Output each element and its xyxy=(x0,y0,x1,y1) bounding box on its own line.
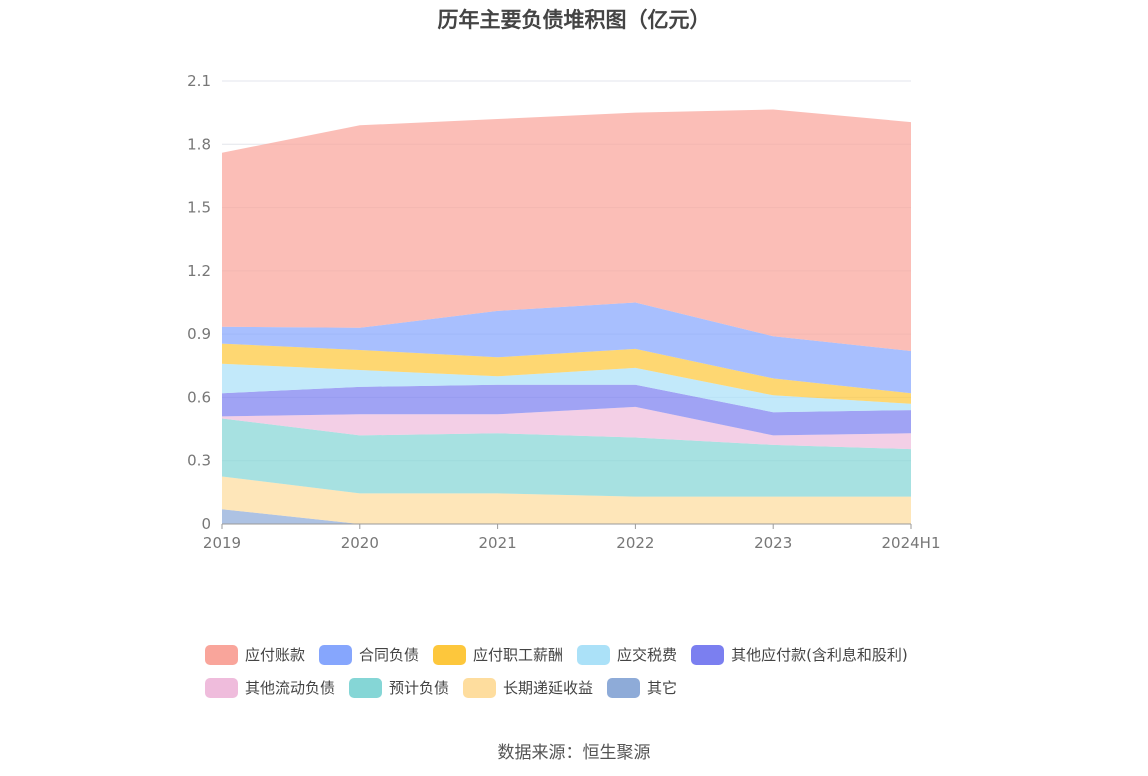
y-tick-label: 1.5 xyxy=(187,199,211,217)
legend-item[interactable]: 长期递延收益 xyxy=(463,677,593,698)
legend-swatch xyxy=(577,644,611,665)
legend-swatch xyxy=(319,644,353,665)
y-tick-label: 1.8 xyxy=(187,135,211,153)
legend: 应付账款 合同负债 应付职工薪酬 应交税费 其他应付款(含利息和股利) 其他流动负债 预计负… xyxy=(205,638,965,704)
area-series xyxy=(222,406,911,450)
legend-item[interactable]: 应付职工薪酬 xyxy=(433,644,563,665)
y-tick-label: 1.2 xyxy=(187,262,211,280)
area-series xyxy=(222,476,911,524)
x-tick-label: 2022 xyxy=(616,534,654,552)
legend-label: 合同负债 xyxy=(359,646,420,664)
x-tick-label: 2019 xyxy=(203,534,241,552)
area-series xyxy=(222,384,911,436)
area-series xyxy=(222,418,911,497)
legend-row: 应付账款 合同负债 应付职工薪酬 应交税费 其他应付款(含利息和股利) xyxy=(205,638,965,671)
legend-swatch xyxy=(205,677,238,698)
legend-item[interactable]: 其他应付款(含利息和股利) xyxy=(691,644,908,665)
area-series xyxy=(222,302,911,394)
legend-row: 其他流动负债 预计负债 长期递延收益 其它 xyxy=(205,671,965,704)
y-tick-label: 0 xyxy=(201,515,211,533)
legend-swatch xyxy=(607,677,641,698)
legend-item[interactable]: 预计负债 xyxy=(349,677,449,698)
legend-item[interactable]: 合同负债 xyxy=(319,644,419,665)
source-note: 数据来源：恒生聚源 xyxy=(497,743,651,763)
legend-swatch xyxy=(463,677,497,698)
x-tick-label: 2024H1 xyxy=(882,534,941,552)
legend-label: 其他应付款(含利息和股利) xyxy=(731,646,908,664)
x-tick-label: 2023 xyxy=(754,534,792,552)
legend-swatch xyxy=(205,644,238,665)
x-tick-label: 2021 xyxy=(479,534,517,552)
legend-swatch xyxy=(691,644,725,665)
legend-item[interactable]: 其它 xyxy=(607,677,677,698)
legend-item[interactable]: 应付账款 xyxy=(205,644,305,665)
chart-title: 历年主要负债堆积图（亿元） xyxy=(437,8,711,32)
area-series xyxy=(222,509,911,524)
legend-label: 其他流动负债 xyxy=(245,679,336,697)
area-series xyxy=(222,363,911,413)
legend-label: 应交税费 xyxy=(617,646,678,664)
legend-label: 长期递延收益 xyxy=(503,679,594,697)
y-tick-label: 2.1 xyxy=(187,72,211,90)
legend-label: 其它 xyxy=(647,679,678,697)
legend-swatch xyxy=(433,644,467,665)
y-tick-label: 0.6 xyxy=(187,388,211,406)
y-tick-label: 0.3 xyxy=(187,452,211,470)
legend-item[interactable]: 应交税费 xyxy=(577,644,677,665)
area-series xyxy=(222,343,911,404)
legend-label: 应付职工薪酬 xyxy=(473,646,564,664)
y-tick-label: 0.9 xyxy=(187,325,211,343)
x-tick-label: 2020 xyxy=(341,534,379,552)
legend-item[interactable]: 其他流动负债 xyxy=(205,677,335,698)
legend-label: 预计负债 xyxy=(389,679,450,697)
legend-swatch xyxy=(349,677,383,698)
legend-label: 应付账款 xyxy=(245,646,306,664)
area-series xyxy=(222,109,911,351)
